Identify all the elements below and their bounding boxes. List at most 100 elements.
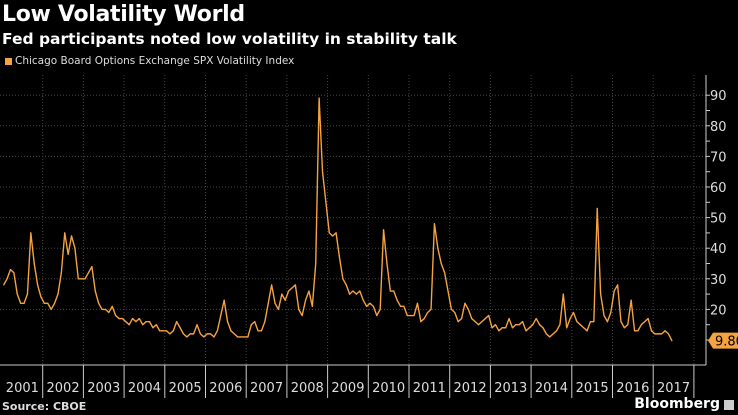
- data-point: [125, 321, 127, 323]
- data-point: [538, 324, 541, 326]
- data-point: [589, 321, 592, 323]
- data-point: [555, 330, 558, 332]
- data-point: [416, 302, 419, 304]
- data-point: [111, 305, 113, 307]
- data-point: [349, 293, 351, 295]
- data-point: [20, 302, 22, 304]
- data-point: [98, 302, 100, 304]
- data-point: [284, 299, 286, 301]
- data-point: [267, 302, 269, 304]
- source-note: Source: CBOE: [2, 400, 87, 413]
- y-tick-label: 60: [710, 181, 727, 196]
- data-point: [382, 229, 385, 231]
- data-point: [386, 262, 388, 265]
- data-point: [60, 272, 62, 274]
- data-point: [549, 336, 551, 338]
- y-tick-label: 90: [710, 89, 727, 104]
- data-point: [576, 321, 578, 323]
- data-point: [298, 308, 300, 310]
- data-point: [528, 327, 531, 329]
- data-point: [321, 171, 324, 173]
- x-tick-label: 2013: [494, 381, 527, 396]
- data-point: [223, 299, 225, 301]
- data-point: [454, 311, 456, 314]
- data-point: [410, 314, 412, 317]
- data-point: [630, 299, 632, 301]
- data-point: [342, 278, 344, 280]
- data-point: [176, 321, 178, 323]
- x-tick-label: 2017: [657, 381, 690, 396]
- x-tick-label: 2016: [616, 381, 649, 396]
- data-point: [277, 308, 280, 310]
- data-point: [498, 330, 500, 332]
- legend-label: Chicago Board Options Exchange SPX Volat…: [15, 55, 295, 67]
- data-point: [362, 299, 364, 301]
- data-point: [671, 340, 673, 342]
- data-point: [74, 247, 76, 249]
- data-point: [593, 321, 595, 323]
- data-point: [627, 324, 629, 326]
- data-point: [355, 293, 358, 295]
- data-point: [328, 232, 330, 234]
- x-tick-label: 2012: [454, 381, 487, 396]
- data-point: [294, 284, 296, 286]
- data-point: [118, 317, 120, 320]
- data-point: [396, 299, 398, 301]
- data-point: [131, 317, 134, 320]
- data-point: [433, 223, 436, 225]
- data-point: [301, 314, 303, 317]
- data-point: [87, 272, 90, 274]
- data-point: [304, 299, 307, 301]
- data-point: [243, 336, 246, 338]
- data-point: [403, 305, 405, 307]
- data-point: [525, 330, 527, 332]
- data-point: [155, 324, 157, 326]
- data-point: [616, 284, 619, 286]
- data-point: [572, 311, 575, 314]
- x-tick-label: 2006: [209, 381, 242, 396]
- x-tick-label: 2011: [413, 381, 446, 396]
- data-point: [654, 333, 656, 335]
- data-point: [203, 336, 205, 338]
- data-point: [352, 290, 354, 292]
- x-tick-label: 2015: [576, 381, 609, 396]
- data-point: [477, 324, 480, 326]
- data-point: [165, 330, 168, 332]
- data-point: [450, 308, 452, 310]
- chart-title: Low Volatility World: [2, 2, 245, 27]
- data-point: [94, 290, 96, 292]
- data-point: [135, 321, 137, 323]
- data-point: [121, 317, 124, 320]
- data-point: [30, 232, 32, 234]
- x-tick-label: 2008: [291, 381, 324, 396]
- data-point: [196, 324, 198, 326]
- data-point: [254, 321, 256, 323]
- legend-swatch: [5, 57, 12, 65]
- data-point: [186, 336, 188, 338]
- data-point: [325, 201, 327, 203]
- y-tick-label: 30: [710, 273, 727, 288]
- data-point: [444, 272, 446, 274]
- data-point: [637, 330, 639, 332]
- series-line-vix: [3, 97, 673, 341]
- data-point: [43, 302, 45, 304]
- data-point: [33, 262, 35, 265]
- data-point: [138, 317, 140, 320]
- data-point: [430, 308, 432, 310]
- y-tick-label: 50: [710, 212, 727, 227]
- data-point: [271, 284, 273, 286]
- data-point: [152, 327, 154, 329]
- data-point: [128, 324, 130, 326]
- data-point: [667, 333, 670, 335]
- data-point: [250, 324, 252, 326]
- y-tick-label: 40: [710, 242, 727, 257]
- last-value-tag: [708, 332, 738, 349]
- data-point: [437, 247, 439, 249]
- data-point: [247, 336, 249, 338]
- last-value-label: 9.80: [715, 335, 738, 350]
- data-point: [159, 330, 161, 332]
- data-point: [53, 302, 56, 304]
- data-point: [610, 311, 612, 314]
- x-tick-label: 2005: [169, 381, 202, 396]
